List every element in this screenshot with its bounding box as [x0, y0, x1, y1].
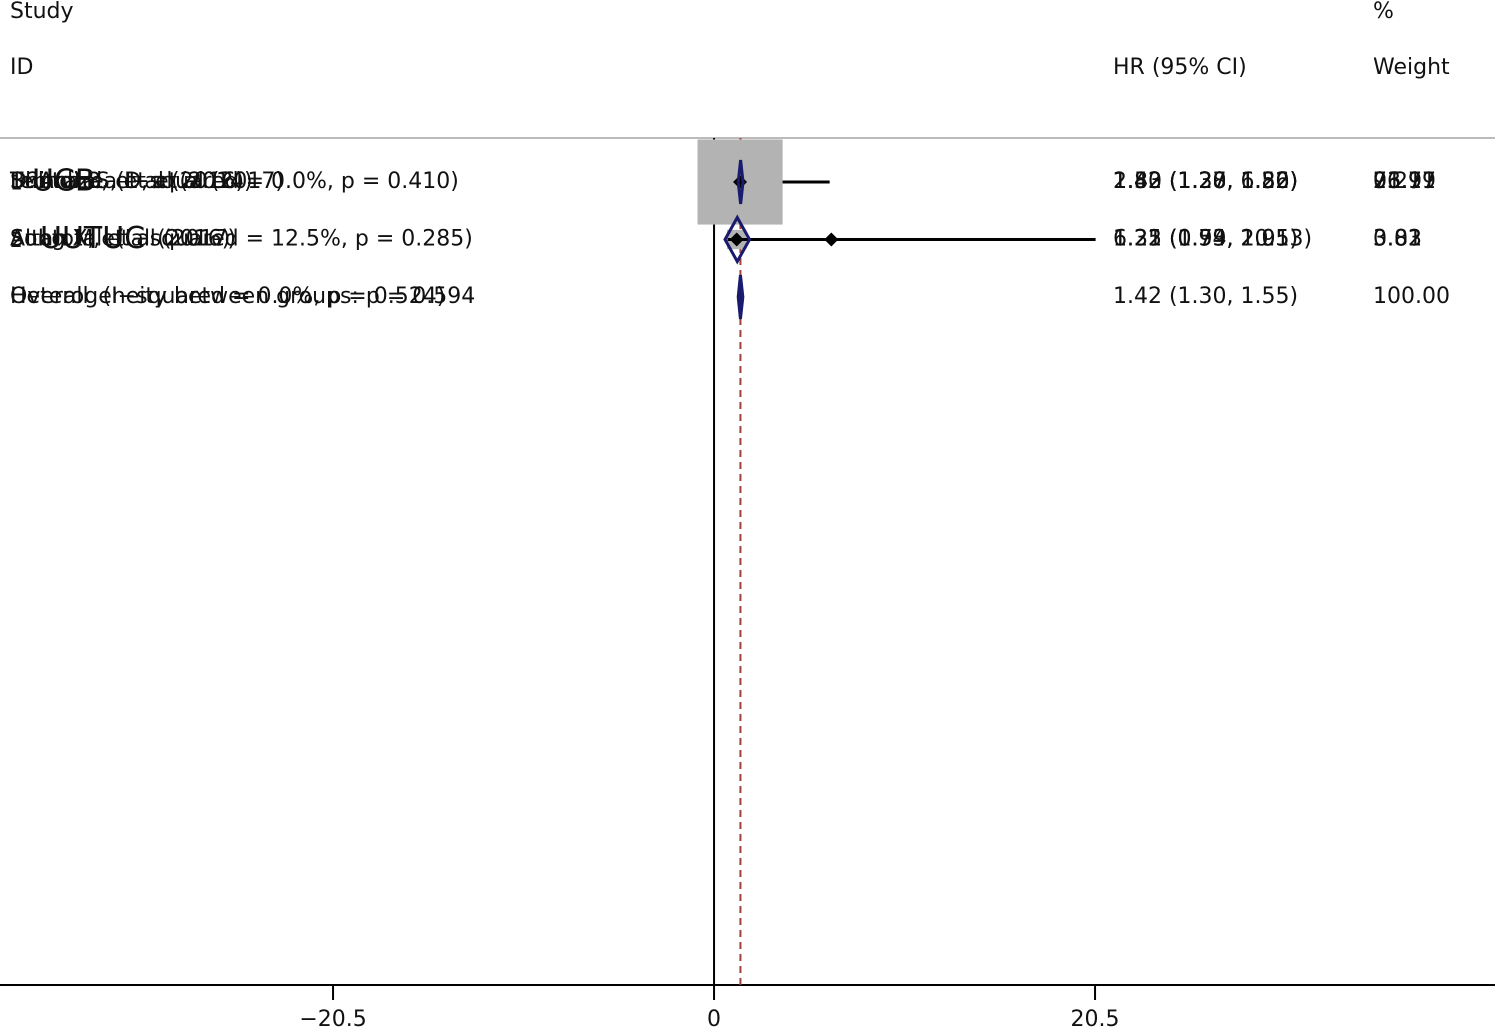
weight-text: 73.91 [1373, 169, 1436, 194]
pooled-diamond [736, 274, 745, 320]
weight-text: 3.83 [1373, 227, 1422, 252]
weight-text: 21.99 [1373, 169, 1436, 194]
ci-text: 1.40 (1.20, 1.50) [1113, 169, 1298, 194]
group-number: 2 [10, 228, 23, 252]
header-weight: Weight [1373, 55, 1450, 80]
group-number: 1 [10, 171, 23, 195]
ci-text: 1.42 (1.30, 1.55) [1113, 284, 1298, 309]
x-tick-label: −20.5 [299, 1007, 366, 1030]
row-label: D?Andrea D, et al (2017) [10, 169, 284, 194]
ci-text: 2.82 (1.28, 6.22) [1113, 169, 1298, 194]
pooled-diamond [723, 214, 752, 265]
header-pct: % [1373, 0, 1394, 24]
weight-text: 100.00 [1373, 284, 1450, 309]
row-label: Bhindi B, et al (2016) [10, 169, 244, 194]
row-label: Overall (I−squared = 0.0%, p = 0.524) [10, 284, 445, 309]
x-tick-label: 20.5 [1071, 1007, 1120, 1030]
ci-text: 1.43 (1.30, 1.56) [1113, 169, 1298, 194]
x-tick-label: 0 [707, 1007, 721, 1030]
ci-text: 6.31 (1.94, 20.53) [1113, 227, 1312, 252]
row-label: Subtotal (I−squared = 12.5%, p = 0.285) [10, 227, 473, 252]
weight-text: 96.17 [1373, 169, 1436, 194]
point-estimate [729, 232, 744, 247]
weight-text: 0.02 [1373, 227, 1422, 252]
header-study: Study [10, 0, 74, 24]
row-label: Temraz S, et al (2014) [9, 169, 253, 194]
row-label: Subtotal (I−squared = 0.0%, p = 0.410) [10, 169, 459, 194]
point-estimate [824, 232, 839, 247]
header-id: ID [10, 55, 33, 80]
group-label: UCB [32, 164, 96, 199]
row-label: Song X, et al (2016) [10, 227, 230, 252]
ci-text: 1.25 (0.59, 1.91) [1113, 227, 1298, 252]
ci-text: 1.52 (1.27, 1.82) [1113, 169, 1298, 194]
row-label: Heterogeneity between groups: p = 0.594 [10, 284, 475, 309]
group-label: UUTUC [40, 221, 145, 256]
row-label: Altan M, et al (2017) [10, 227, 236, 252]
ci-text: 1.22 (0.73, 2.05) [1113, 227, 1298, 252]
pooled-diamond [736, 159, 745, 205]
header-effect: HR (95% CI) [1113, 55, 1247, 80]
weight-text: 3.81 [1373, 227, 1422, 252]
weight-text: 0.27 [1373, 169, 1422, 194]
